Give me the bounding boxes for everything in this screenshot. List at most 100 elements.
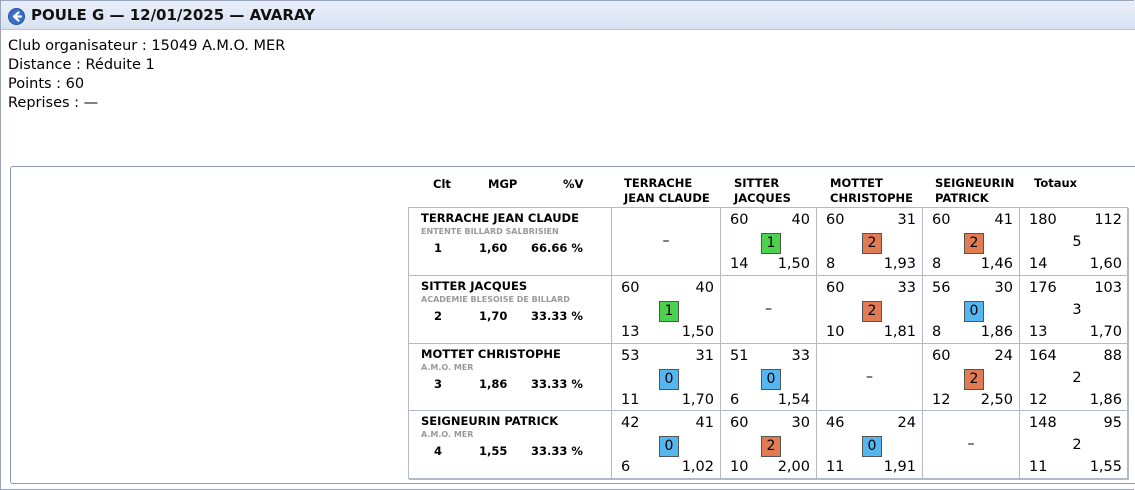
total-average: 1,55 [1089,459,1122,475]
match-cell: 60 40 1 14 1,50 [721,208,817,276]
col-opp-seigneurin: SEIGNEURIN PATRICK [935,176,1014,206]
match-opponent-points: 31 [897,212,916,228]
player-mgp: 1,55 [479,444,508,458]
col-opp-terrache: TERRACHE JEAN CLAUDE [624,176,710,206]
total-score: 3 [1072,302,1082,318]
player-pctv: 33.33 % [531,377,583,391]
match-opponent-points: 33 [791,348,810,364]
total-opponent-points: 88 [1103,348,1122,364]
total-opponent-points: 112 [1094,212,1122,228]
totals-cell: 148 95 2 11 1,55 [1020,411,1129,480]
player-clt: 1 [434,241,443,255]
match-opponent-points: 30 [791,415,810,431]
results-grid: TERRACHE JEAN CLAUDE ENTENTE BILLARD SALB… [408,207,1129,480]
match-average: 1,54 [777,392,810,408]
match-average: 1,93 [883,256,916,272]
match-score-badge: 0 [659,436,679,457]
match-opponent-points: 24 [994,348,1013,364]
match-opponent-points: 40 [695,280,714,296]
match-opponent-points: 24 [897,415,916,431]
match-cell: 60 31 2 8 1,93 [817,208,923,276]
total-reprises: 13 [1029,324,1048,340]
match-score-badge: 2 [964,369,984,390]
player-name: TERRACHE JEAN CLAUDE [421,211,579,225]
col-opp-mottet-line1: MOTTET [830,176,883,190]
col-opp-terrache-line2: JEAN CLAUDE [624,191,710,205]
self-match-dash: – [765,301,772,317]
match-reprises: 6 [730,392,740,408]
match-cell: 60 40 1 13 1,50 [612,276,721,344]
match-opponent-points: 33 [897,280,916,296]
match-score-badge: 1 [761,233,781,254]
col-pctv: %V [563,177,584,191]
match-opponent-points: 40 [791,212,810,228]
organizer-club: Club organisateur : 15049 A.M.O. MER [8,38,286,54]
player-clt: 2 [434,309,443,323]
match-reprises: 8 [932,256,942,272]
match-score-badge: 2 [761,436,781,457]
total-reprises: 14 [1029,256,1048,272]
match-cell: – [612,208,721,276]
match-points: 60 [932,348,951,364]
match-average: 1,50 [681,324,714,340]
match-score-badge: 2 [964,233,984,254]
match-cell: 60 41 2 8 1,46 [923,208,1020,276]
total-reprises: 11 [1029,459,1048,475]
match-score-badge: 1 [659,301,679,322]
reprises: Reprises : — [8,95,99,111]
match-reprises: 11 [621,392,640,408]
match-points: 53 [621,348,640,364]
self-match-dash: – [662,233,670,249]
total-average: 1,86 [1089,392,1122,408]
results-panel [10,166,1135,484]
match-average: 1,81 [883,324,916,340]
match-average: 2,50 [980,392,1013,408]
total-opponent-points: 103 [1094,280,1122,296]
match-opponent-points: 41 [695,415,714,431]
match-average: 1,46 [980,256,1013,272]
totals-cell: 180 112 5 14 1,60 [1020,208,1129,276]
match-cell: 56 30 0 8 1,86 [923,276,1020,344]
match-points: 51 [730,348,749,364]
player-name: MOTTET CHRISTOPHE [421,347,561,361]
player-club: ACADEMIE BLESOISE DE BILLARD [421,295,570,304]
col-opp-mottet-line2: CHRISTOPHE [830,191,914,205]
player-cell: SITTER JACQUES ACADEMIE BLESOISE DE BILLA… [409,276,612,344]
player-name: SEIGNEURIN PATRICK [421,414,559,428]
col-opp-sitter-line2: JACQUES [734,191,791,205]
self-match-dash: – [967,436,975,452]
match-average: 1,91 [883,459,916,475]
total-points: 180 [1029,212,1057,228]
match-points: 60 [826,212,845,228]
total-score: 2 [1072,437,1082,453]
match-opponent-points: 30 [994,280,1013,296]
total-score: 5 [1072,234,1082,250]
match-score-badge: 0 [862,436,882,457]
match-score-badge: 2 [862,301,882,322]
back-arrow-icon[interactable] [8,8,25,25]
match-average: 1,50 [777,256,810,272]
col-opp-seigneurin-line2: PATRICK [935,191,989,205]
match-opponent-points: 31 [695,348,714,364]
match-opponent-points: 41 [994,212,1013,228]
match-cell: – [817,344,923,411]
player-club: A.M.O. MER [421,430,474,439]
distance: Distance : Réduite 1 [8,57,155,73]
page-title: POULE G — 12/01/2025 — AVARAY [31,6,315,24]
player-cell: TERRACHE JEAN CLAUDE ENTENTE BILLARD SALB… [409,208,612,276]
player-mgp: 1,70 [479,309,508,323]
col-opp-mottet: MOTTET CHRISTOPHE [830,176,913,206]
total-points: 148 [1029,415,1057,431]
match-cell: 60 24 2 12 2,50 [923,344,1020,411]
player-cell: MOTTET CHRISTOPHE A.M.O. MER 3 1,86 33.33 % [409,344,612,411]
match-average: 1,86 [980,324,1013,340]
total-opponent-points: 95 [1103,415,1122,431]
total-score: 2 [1072,370,1082,386]
match-reprises: 12 [932,392,951,408]
player-pctv: 66.66 % [531,241,583,255]
match-average: 1,02 [681,459,714,475]
match-cell: 60 30 2 10 2,00 [721,411,817,480]
match-cell: – [923,411,1020,480]
match-score-badge: 0 [761,369,781,390]
self-match-dash: – [866,369,873,385]
